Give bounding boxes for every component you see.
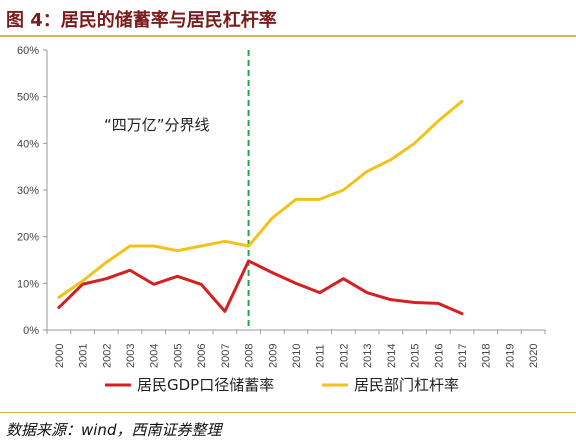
data-point [223, 310, 227, 313]
data-point [199, 283, 203, 286]
data-point [437, 119, 440, 123]
chart-legend: 居民GDP口径储蓄率 居民部门杠杆率 [105, 376, 459, 394]
x-tick-label: 2011 [315, 344, 327, 368]
data-point [57, 306, 61, 309]
data-point [152, 244, 155, 248]
data-point [57, 296, 61, 299]
divider-annotation: “四万亿”分界线 [104, 116, 210, 134]
y-tick-label: 50% [17, 92, 39, 104]
y-tick-label: 10% [17, 278, 39, 290]
data-point [81, 283, 84, 286]
chart-axes: 0% 10% 20% 30% 40% 50% 60% 2000 2001 2002 2003 2004… [17, 45, 546, 368]
data-point [413, 142, 416, 145]
data-point [199, 244, 203, 248]
x-tick-label: 2007 [220, 344, 232, 368]
series-line-2 [57, 99, 464, 299]
data-point [152, 283, 155, 286]
y-tick-label: 60% [17, 45, 39, 57]
title-rule [0, 35, 576, 37]
x-tick-label: 2018 [481, 344, 493, 368]
x-tick-label: 2019 [504, 344, 516, 368]
data-point [389, 298, 393, 301]
figure-title: 图 4：居民的储蓄率与居民杠杆率 [6, 10, 277, 31]
data-point [105, 277, 108, 280]
x-tick-label: 2017 [457, 344, 469, 368]
legend-label: 居民GDP口径储蓄率 [137, 376, 274, 394]
y-tick-label: 30% [17, 185, 39, 197]
data-point [342, 188, 345, 192]
data-point [294, 198, 298, 201]
legend-label: 居民部门杠杆率 [354, 376, 459, 394]
data-point [460, 312, 464, 315]
x-tick-label: 2009 [267, 344, 279, 368]
series-line-1 [57, 259, 464, 316]
data-point [247, 259, 250, 263]
footer-rule [0, 412, 576, 413]
data-point [318, 198, 321, 201]
x-tick-label: 2001 [78, 344, 90, 368]
x-tick-label: 2003 [125, 344, 137, 368]
data-point [318, 291, 321, 294]
data-point [128, 244, 132, 248]
y-tick-label: 0% [23, 325, 39, 337]
x-tick-label: 2020 [528, 344, 540, 368]
x-tick-label: 2014 [386, 344, 398, 368]
data-point [294, 282, 298, 285]
series-layer [57, 99, 464, 316]
data-point [437, 302, 440, 305]
data-point [223, 240, 227, 243]
data-point [128, 269, 132, 272]
data-point [81, 279, 84, 283]
line-chart: 0% 10% 20% 30% 40% 50% 60% 2000 2001 2002 2003 2004… [17, 45, 546, 394]
data-point [247, 244, 250, 248]
x-tick-label: 2016 [433, 344, 445, 368]
data-point [365, 291, 369, 294]
data-point [176, 275, 179, 278]
data-point [389, 158, 393, 161]
x-tick-label: 2006 [196, 344, 208, 368]
data-point [176, 249, 179, 252]
figure-header: 图 4：居民的储蓄率与居民杠杆率 [0, 0, 576, 37]
x-tick-label: 2004 [149, 344, 161, 368]
figure-source: 数据来源：wind，西南证券整理 [6, 421, 222, 439]
y-tick-label: 40% [17, 138, 39, 150]
x-tick-label: 2012 [338, 344, 350, 368]
divider-layer: “四万亿”分界线 [104, 50, 250, 330]
x-tick-label: 2008 [244, 344, 256, 368]
x-tick-label: 2010 [291, 344, 303, 368]
data-point [365, 170, 369, 173]
data-point [460, 100, 464, 103]
x-tick-label: 2000 [54, 344, 66, 368]
data-point [105, 261, 108, 264]
data-point [271, 271, 274, 274]
data-point [413, 301, 416, 304]
x-tick-label: 2013 [362, 344, 374, 368]
data-point [342, 277, 345, 280]
data-point [271, 216, 274, 220]
x-tick-label: 2015 [410, 344, 422, 368]
x-tick-label: 2002 [101, 344, 113, 368]
y-tick-label: 20% [17, 232, 39, 244]
x-tick-label: 2005 [172, 344, 184, 368]
